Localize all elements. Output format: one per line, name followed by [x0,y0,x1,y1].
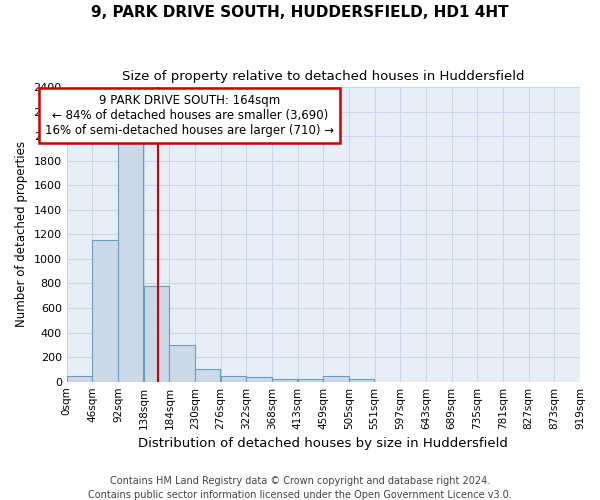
Y-axis label: Number of detached properties: Number of detached properties [15,142,28,328]
Bar [169,345,195,382]
Bar [67,376,92,382]
Bar [272,378,298,382]
X-axis label: Distribution of detached houses by size in Huddersfield: Distribution of detached houses by size … [139,437,508,450]
Text: Contains HM Land Registry data © Crown copyright and database right 2024.
Contai: Contains HM Land Registry data © Crown c… [88,476,512,500]
Text: 9 PARK DRIVE SOUTH: 164sqm
← 84% of detached houses are smaller (3,690)
16% of s: 9 PARK DRIVE SOUTH: 164sqm ← 84% of deta… [46,94,334,138]
Title: Size of property relative to detached houses in Huddersfield: Size of property relative to detached ho… [122,70,524,83]
Bar [92,240,118,382]
Bar [221,376,246,382]
Bar [323,376,349,382]
Bar [195,370,220,382]
Bar [349,379,374,382]
Text: 9, PARK DRIVE SOUTH, HUDDERSFIELD, HD1 4HT: 9, PARK DRIVE SOUTH, HUDDERSFIELD, HD1 4… [91,5,509,20]
Bar [298,379,323,382]
Bar [143,286,169,382]
Bar [118,138,143,382]
Bar [247,377,272,382]
